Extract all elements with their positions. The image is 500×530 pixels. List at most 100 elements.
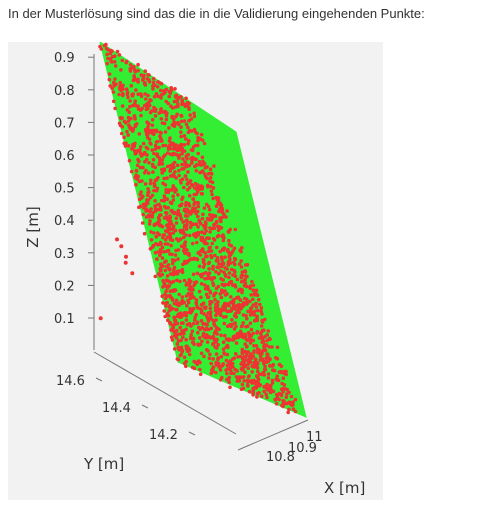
data-point	[152, 151, 156, 156]
data-point	[238, 307, 243, 311]
data-point	[208, 212, 212, 217]
data-point	[237, 310, 241, 315]
data-point	[263, 317, 267, 322]
data-point	[175, 342, 180, 346]
data-point	[200, 192, 205, 196]
data-point	[159, 208, 163, 212]
data-point	[220, 288, 224, 292]
data-point	[144, 168, 148, 173]
data-point	[182, 143, 187, 147]
data-point	[210, 192, 214, 197]
data-point	[151, 80, 156, 85]
data-point	[134, 103, 138, 108]
data-point	[136, 107, 141, 111]
data-point	[184, 294, 189, 298]
data-point	[231, 249, 235, 253]
data-point	[141, 141, 146, 146]
data-point	[169, 86, 173, 90]
data-point	[163, 130, 168, 134]
data-point	[260, 337, 265, 342]
data-point	[237, 287, 242, 292]
data-point	[130, 127, 134, 132]
data-point	[180, 349, 184, 354]
data-point	[259, 306, 264, 310]
data-point	[173, 146, 178, 151]
data-point	[139, 92, 143, 96]
data-point	[190, 207, 195, 212]
data-point	[223, 293, 228, 297]
data-point	[173, 319, 177, 323]
data-point	[154, 234, 158, 239]
data-point	[258, 302, 262, 307]
data-point	[266, 352, 270, 357]
data-point	[192, 366, 197, 371]
x-tick-label: 10.8	[266, 450, 295, 465]
data-point	[222, 212, 226, 216]
data-point	[159, 213, 163, 217]
data-point	[154, 128, 159, 133]
data-point	[222, 321, 227, 326]
data-point	[170, 258, 175, 262]
data-point	[191, 197, 195, 201]
data-point	[219, 269, 223, 273]
data-point	[184, 327, 188, 332]
data-point	[200, 247, 205, 252]
data-point	[180, 329, 184, 333]
data-point	[232, 273, 236, 277]
data-point	[144, 215, 149, 219]
data-point	[207, 267, 211, 271]
data-point	[180, 151, 184, 156]
data-point	[117, 86, 122, 90]
data-point	[177, 156, 181, 160]
data-point	[198, 342, 203, 347]
data-point	[165, 235, 170, 239]
outlier-point	[124, 254, 128, 259]
z-tick-label: 0.1	[54, 312, 75, 327]
data-point	[166, 151, 170, 155]
data-point	[214, 270, 218, 274]
data-point	[165, 164, 170, 169]
data-point	[222, 283, 226, 288]
data-point	[241, 279, 246, 283]
data-point	[127, 158, 132, 163]
data-point	[185, 214, 190, 218]
data-point	[202, 141, 207, 146]
data-point	[136, 92, 140, 96]
data-point	[155, 153, 159, 158]
data-point	[218, 292, 222, 296]
data-point	[158, 130, 162, 135]
data-point	[156, 94, 160, 99]
data-point	[198, 170, 202, 175]
data-point	[168, 219, 172, 224]
data-point	[151, 210, 155, 215]
data-point	[162, 194, 167, 198]
data-point	[227, 303, 231, 308]
data-point	[219, 355, 224, 359]
data-point	[248, 341, 253, 345]
data-point	[155, 257, 159, 261]
data-point	[165, 176, 169, 180]
data-point	[191, 336, 196, 341]
data-point	[104, 42, 108, 47]
data-point	[177, 168, 181, 173]
data-point	[206, 295, 211, 299]
data-point	[147, 73, 151, 77]
data-point	[153, 178, 158, 182]
data-point	[209, 215, 214, 220]
data-point	[233, 227, 238, 232]
data-point	[221, 362, 226, 366]
data-point	[152, 231, 156, 235]
data-point	[168, 320, 172, 325]
data-point	[196, 306, 200, 310]
data-point	[184, 344, 188, 349]
data-point	[182, 259, 187, 264]
data-point	[117, 92, 121, 97]
data-point	[186, 170, 190, 174]
data-point	[248, 285, 252, 290]
data-point	[160, 294, 164, 298]
data-point	[178, 279, 182, 284]
data-point	[192, 114, 197, 119]
data-point	[125, 90, 130, 94]
data-point	[229, 371, 233, 376]
data-point	[254, 301, 258, 306]
